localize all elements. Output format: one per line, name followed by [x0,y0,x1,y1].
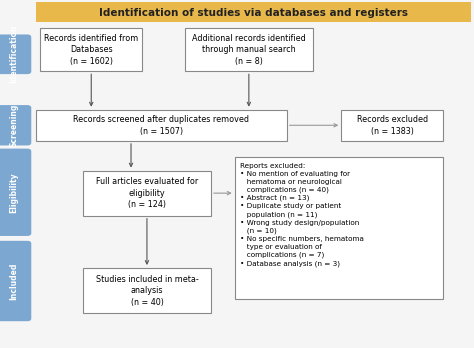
Text: Records identified from
Databases
(n = 1602): Records identified from Databases (n = 1… [44,34,138,65]
FancyBboxPatch shape [83,268,211,313]
Text: Identification: Identification [9,25,18,84]
FancyBboxPatch shape [36,110,287,141]
FancyBboxPatch shape [0,105,31,145]
FancyBboxPatch shape [83,171,211,216]
FancyBboxPatch shape [341,110,443,141]
FancyBboxPatch shape [36,2,471,22]
Text: Additional records identified
through manual search
(n = 8): Additional records identified through ma… [192,34,306,65]
Text: Reports excluded:
• No mention of evaluating for
   hematoma or neurological
   : Reports excluded: • No mention of evalua… [240,163,364,267]
FancyBboxPatch shape [185,28,313,71]
Text: Identification of studies via databases and registers: Identification of studies via databases … [99,8,408,18]
FancyBboxPatch shape [235,157,443,299]
Text: Full articles evaluated for
eligibility
(n = 124): Full articles evaluated for eligibility … [96,177,198,209]
FancyBboxPatch shape [0,151,27,233]
Text: Records excluded
(n = 1383): Records excluded (n = 1383) [356,115,428,135]
Text: Screening: Screening [9,104,18,147]
FancyBboxPatch shape [0,108,27,143]
FancyBboxPatch shape [0,37,27,71]
FancyBboxPatch shape [0,244,27,318]
FancyBboxPatch shape [0,241,31,321]
Text: Included: Included [9,262,18,300]
FancyBboxPatch shape [0,34,31,74]
Text: Records screened after duplicates removed
(n = 1507): Records screened after duplicates remove… [73,115,249,135]
Text: Studies included in meta-
analysis
(n = 40): Studies included in meta- analysis (n = … [96,275,198,307]
FancyBboxPatch shape [0,149,31,236]
FancyBboxPatch shape [40,28,142,71]
Text: Eligibility: Eligibility [9,172,18,213]
